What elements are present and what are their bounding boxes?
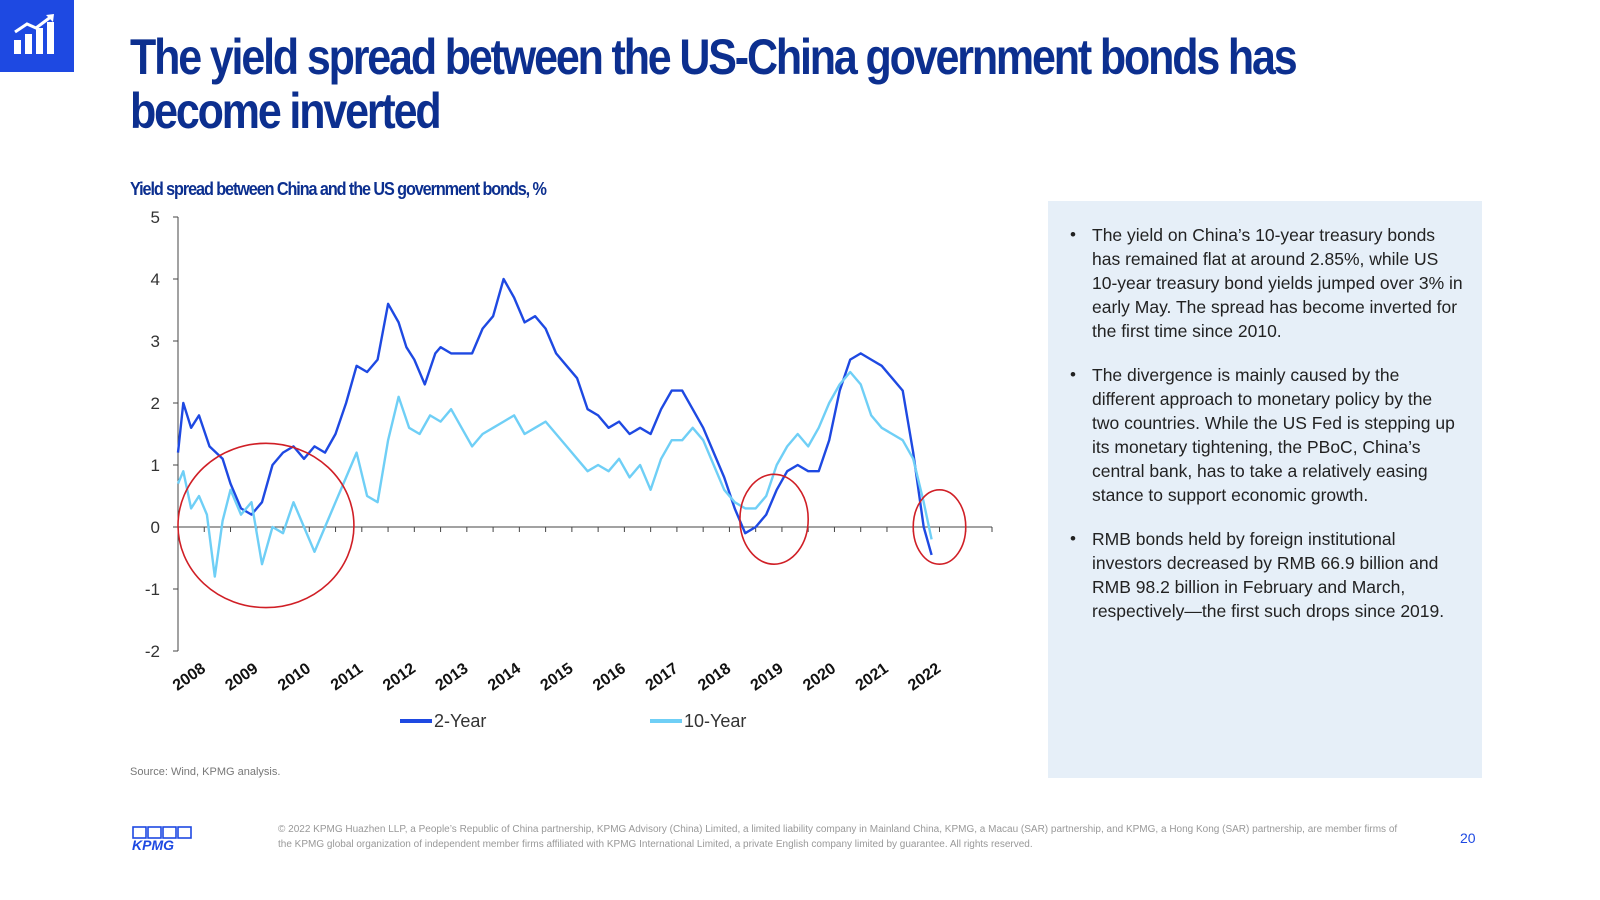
x-tick-label: 2020 xyxy=(800,660,839,694)
x-tick-label: 2013 xyxy=(433,660,472,694)
x-tick-label: 2018 xyxy=(695,660,734,694)
highlight-circle xyxy=(912,488,967,565)
page-title-line-2: become inverted xyxy=(130,83,442,139)
header-logo-box xyxy=(0,0,74,72)
legend-label: 2-Year xyxy=(434,711,486,731)
kpmg-logo: KPMG xyxy=(132,826,194,857)
page-number: 20 xyxy=(1460,830,1476,846)
x-tick-label: 2009 xyxy=(222,660,261,694)
commentary-panel: The yield on China’s 10-year treasury bo… xyxy=(1048,201,1482,778)
copyright-footer: © 2022 KPMG Huazhen LLP, a People’s Repu… xyxy=(278,824,1398,850)
x-tick-label: 2016 xyxy=(590,660,629,694)
x-tick-label: 2010 xyxy=(275,660,314,694)
bullet-item: RMB bonds held by foreign institutional … xyxy=(1070,527,1464,623)
y-tick-label: 2 xyxy=(151,394,160,413)
x-tick-label: 2017 xyxy=(643,660,682,694)
y-tick-label: 3 xyxy=(151,332,160,351)
highlight-circle xyxy=(739,473,809,565)
bullet-list: The yield on China’s 10-year treasury bo… xyxy=(1048,201,1482,623)
series-line-2-year xyxy=(176,277,933,556)
source-note: Source: Wind, KPMG analysis. xyxy=(130,766,281,778)
bar-chart-growth-icon xyxy=(14,14,54,54)
x-tick-label: 2019 xyxy=(748,660,787,694)
page-title: The yield spread between the US-China go… xyxy=(130,29,1298,139)
x-tick-label: 2011 xyxy=(328,660,366,694)
y-tick-label: 0 xyxy=(151,518,160,537)
highlight-circle xyxy=(177,442,355,609)
page-title-line-1: The yield spread between the US-China go… xyxy=(130,29,1298,85)
bullet-item: The divergence is mainly caused by the d… xyxy=(1070,363,1464,507)
legend-label: 10-Year xyxy=(684,711,746,731)
yield-spread-chart: -2 -1 0 1 2 3 4 5 2008 2009 2010 2011 2012 2013 2014 20… xyxy=(145,208,993,731)
y-tick-label: -2 xyxy=(145,642,160,661)
x-tick-label: 2021 xyxy=(853,660,892,694)
x-tick-label: 2012 xyxy=(380,660,419,694)
y-tick-label: 4 xyxy=(151,270,160,289)
kpmg-logo-text: KPMG xyxy=(132,837,174,852)
y-tick-label: -1 xyxy=(145,580,160,599)
x-tick-label: 2008 xyxy=(170,660,209,694)
bullet-item: The yield on China’s 10-year treasury bo… xyxy=(1070,223,1464,343)
x-tick-label: 2015 xyxy=(538,660,577,694)
series-line-10-year xyxy=(176,370,933,578)
y-tick-label: 5 xyxy=(151,208,160,227)
y-tick-label: 1 xyxy=(151,456,160,475)
chart-title: Yield spread between China and the US go… xyxy=(130,179,547,199)
x-tick-label: 2022 xyxy=(905,660,944,694)
x-tick-label: 2014 xyxy=(485,660,524,694)
